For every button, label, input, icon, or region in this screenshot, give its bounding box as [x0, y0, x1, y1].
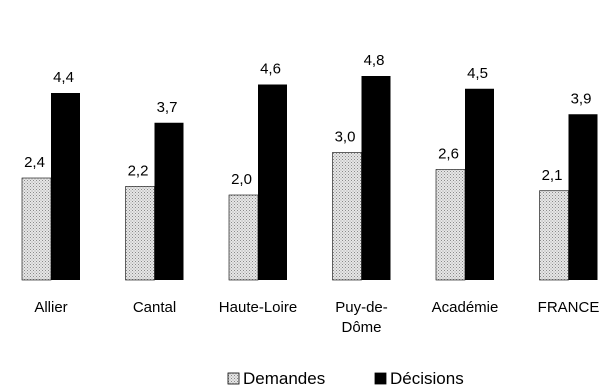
- value-label-decisions-puy-de-dome: 4,8: [364, 52, 385, 69]
- value-label-demandes-academie: 2,6: [438, 146, 459, 163]
- value-label-demandes-puy-de-dome: 3,0: [335, 129, 356, 146]
- bar-decisions-academie: [465, 88, 494, 280]
- bar-decisions-france: [568, 114, 598, 280]
- value-labels-group: 2,4 4,4 2,2 3,7 2,0 4,6 3,0 4,8 2,6 4,5 2,1 3,9: [24, 52, 591, 188]
- value-label-demandes-cantal: 2,2: [128, 163, 149, 180]
- value-label-decisions-allier: 4,4: [53, 69, 74, 86]
- value-label-demandes-haute-loire: 2,0: [231, 171, 252, 188]
- bar-demandes-puy-de-dome: [332, 152, 362, 281]
- value-label-demandes-allier: 2,4: [24, 154, 45, 171]
- bar-decisions-cantal: [154, 122, 184, 280]
- value-label-decisions-france: 3,9: [571, 90, 592, 107]
- bar-demandes-cantal: [125, 186, 155, 281]
- category-labels-group: Allier Cantal Haute-Loire Puy-de-Dôme Académ…: [34, 299, 599, 336]
- category-label-puy-de-dome: Puy-de-Dôme: [335, 299, 388, 336]
- legend-swatch-decisions: [374, 372, 387, 385]
- category-label-cantal: Cantal: [133, 299, 176, 316]
- value-label-decisions-cantal: 3,7: [157, 99, 178, 116]
- value-label-decisions-haute-loire: 4,6: [260, 61, 281, 78]
- value-label-demandes-france: 2,1: [542, 167, 563, 184]
- legend-label-decisions: Décisions: [390, 369, 464, 388]
- category-label-haute-loire: Haute-Loire: [219, 299, 297, 316]
- category-label-academie: Académie: [432, 299, 499, 316]
- bar-demandes-haute-loire: [228, 194, 259, 281]
- legend-swatch-demandes: [227, 372, 240, 385]
- bar-demandes-france: [539, 190, 569, 281]
- bars-group: [21, 76, 598, 281]
- bar-demandes-allier: [21, 177, 52, 281]
- bar-decisions-allier: [51, 93, 80, 280]
- category-label-france: FRANCE: [538, 299, 600, 316]
- legend: Demandes Décisions: [227, 369, 464, 388]
- legend-label-demandes: Demandes: [243, 369, 325, 388]
- bar-decisions-puy-de-dome: [361, 76, 391, 280]
- bar-decisions-haute-loire: [258, 84, 287, 280]
- bar-demandes-academie: [435, 169, 466, 281]
- category-label-allier: Allier: [34, 299, 67, 316]
- value-label-decisions-academie: 4,5: [467, 65, 488, 82]
